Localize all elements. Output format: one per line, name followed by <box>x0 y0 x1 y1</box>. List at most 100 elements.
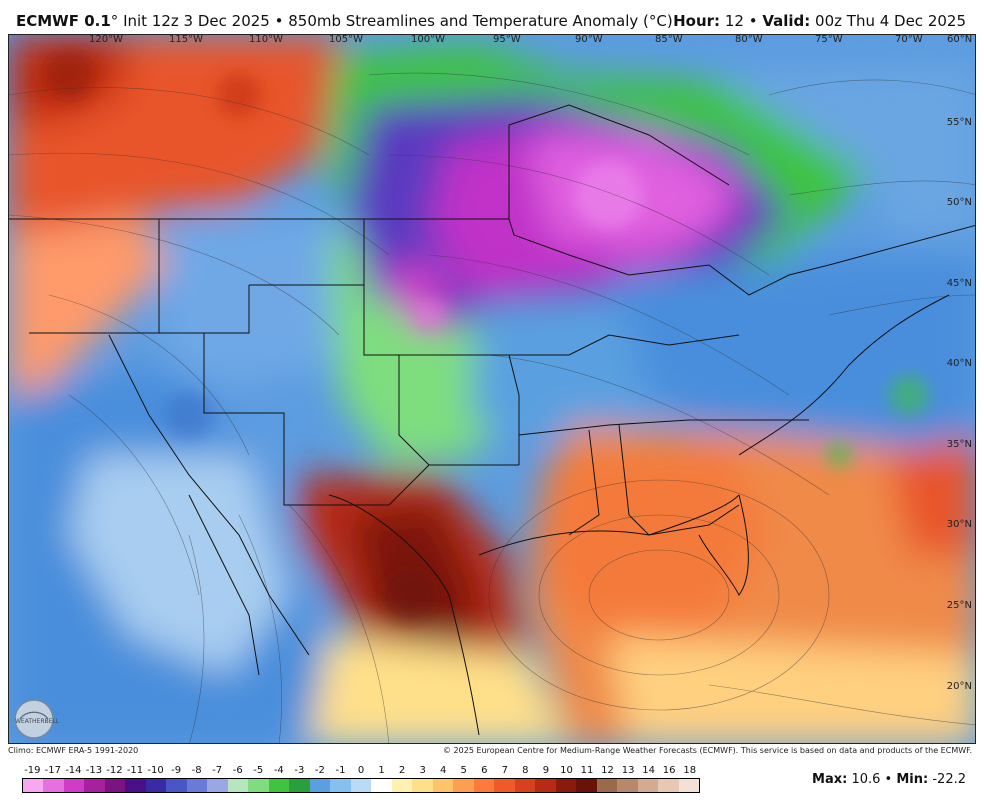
colorbar-label: -6 <box>232 765 243 776</box>
colorbar-swatch <box>145 779 167 792</box>
weatherbell-logo: WEATHERBELL <box>12 698 68 740</box>
colorbar-label: 7 <box>501 765 508 776</box>
colorbar-label: 0 <box>357 765 365 776</box>
lon-label-2: 110°W <box>249 34 283 45</box>
copyright-note: © 2025 European Centre for Medium-Range … <box>443 746 972 755</box>
colorbar-swatch <box>412 779 433 792</box>
lon-label-3: 105°W <box>329 34 363 45</box>
max-min-stats: Max: 10.6 • Min: -22.2 <box>812 772 966 787</box>
product-name: 850mb Streamlines and Temperature Anomal… <box>288 12 673 30</box>
colorbar-label: -14 <box>65 765 82 776</box>
colorbar-swatch <box>535 779 556 792</box>
min-label: Min: <box>896 772 929 787</box>
lon-label-6: 90°W <box>575 34 603 45</box>
chart-title: ECMWF 0.1° Init 12z 3 Dec 2025 • 850mb S… <box>16 12 673 30</box>
lon-label-8: 80°W <box>735 34 763 45</box>
valid-label: Valid: <box>762 12 811 30</box>
max-label: Max: <box>812 772 848 787</box>
colorbar-swatch <box>309 779 331 792</box>
colorbar-swatch <box>658 779 679 792</box>
colorbar-swatch <box>473 779 495 792</box>
colorbar-label: 1 <box>378 765 385 776</box>
forecast-time: Hour: 12 • Valid: 00z Thu 4 Dec 2025 <box>673 12 966 30</box>
lat-label-7: 20°N <box>946 681 972 692</box>
lon-label-7: 85°W <box>655 34 683 45</box>
lat-label-6: 25°N <box>946 600 972 611</box>
colorbar-swatch <box>494 779 515 792</box>
colorbar-label: 8 <box>522 765 529 776</box>
colorbar-label: -10 <box>147 765 164 776</box>
colorbar-swatch <box>289 779 310 792</box>
model-name: ECMWF 0.1 <box>16 12 111 30</box>
borders <box>9 104 975 736</box>
lat-label-3: 40°N <box>946 358 972 369</box>
lon-label-5: 95°W <box>493 34 521 45</box>
colorbar-label: -17 <box>44 765 61 776</box>
stats-bullet: • <box>884 772 893 787</box>
colorbar-label: 2 <box>398 765 406 776</box>
colorbar-label: 6 <box>481 765 488 776</box>
lon-label-0: 120°W <box>89 34 123 45</box>
valid-value: 00z Thu 4 Dec 2025 <box>815 12 966 30</box>
lat-label-4: 35°N <box>946 439 972 450</box>
colorbar-label: 3 <box>419 765 426 776</box>
colorbar-label: -12 <box>106 765 123 776</box>
colorbar-swatch <box>576 779 597 792</box>
colorbar <box>22 778 700 793</box>
colorbar-label: -13 <box>85 765 103 776</box>
map-canvas <box>9 35 975 743</box>
colorbar-swatch <box>268 779 290 792</box>
colorbar-swatch <box>432 779 454 792</box>
colorbar-swatch <box>371 779 392 792</box>
colorbar-label: 12 <box>601 765 614 776</box>
colorbar-label: -5 <box>253 765 264 776</box>
colorbar-swatch <box>555 779 577 792</box>
climo-note: Climo: ECMWF ERA-5 1991-2020 <box>8 746 139 755</box>
min-value: -22.2 <box>932 772 966 787</box>
lon-label-1: 115°W <box>169 34 203 45</box>
hour-value: 12 <box>724 12 744 30</box>
colorbar-label: -11 <box>126 765 144 776</box>
colorbar-swatch <box>330 779 351 792</box>
colorbar-label: -9 <box>171 765 182 776</box>
lon-label-11: 60°N <box>947 34 973 45</box>
colorbar-label: 5 <box>460 765 467 776</box>
colorbar-swatch <box>391 779 413 792</box>
title-bullet: • <box>274 12 284 30</box>
colorbar-label: -2 <box>314 765 325 776</box>
colorbar-swatch <box>207 779 228 792</box>
logo-text: WEATHERBELL <box>15 718 60 725</box>
lat-label-2: 45°N <box>946 278 972 289</box>
colorbar-label: -1 <box>335 765 346 776</box>
colorbar-label: -4 <box>273 765 284 776</box>
colorbar-swatch <box>350 779 372 792</box>
colorbar-swatch <box>514 779 536 792</box>
colorbar-label: -3 <box>294 765 305 776</box>
colorbar-label: 13 <box>621 765 635 776</box>
colorbar-label: 10 <box>560 765 573 776</box>
colorbar-label: -19 <box>24 765 41 776</box>
lat-label-0: 55°N <box>946 117 972 128</box>
lon-label-9: 75°W <box>815 34 843 45</box>
colorbar-swatch <box>248 779 269 792</box>
anomaly-detail <box>43 49 929 621</box>
colorbar-swatch <box>453 779 474 792</box>
colorbar-swatch <box>166 779 187 792</box>
colorbar-label: 4 <box>439 765 447 776</box>
init-time: Init 12z 3 Dec 2025 <box>123 12 270 30</box>
degree-symbol: ° <box>110 12 119 30</box>
lat-label-5: 30°N <box>946 519 972 530</box>
colorbar-label: -8 <box>191 765 202 776</box>
lon-label-4: 100°W <box>411 34 445 45</box>
anomaly-field <box>9 35 975 743</box>
colorbar-swatch <box>84 779 105 792</box>
colorbar-swatch <box>227 779 249 792</box>
colorbar-label: 18 <box>683 765 697 776</box>
colorbar-label: -7 <box>212 765 223 776</box>
colorbar-swatch <box>125 779 146 792</box>
colorbar-swatch <box>596 779 618 792</box>
colorbar-swatch <box>23 779 44 792</box>
colorbar-swatch <box>104 779 126 792</box>
colorbar-label: 14 <box>642 765 655 776</box>
colorbar-label: 11 <box>580 765 594 776</box>
